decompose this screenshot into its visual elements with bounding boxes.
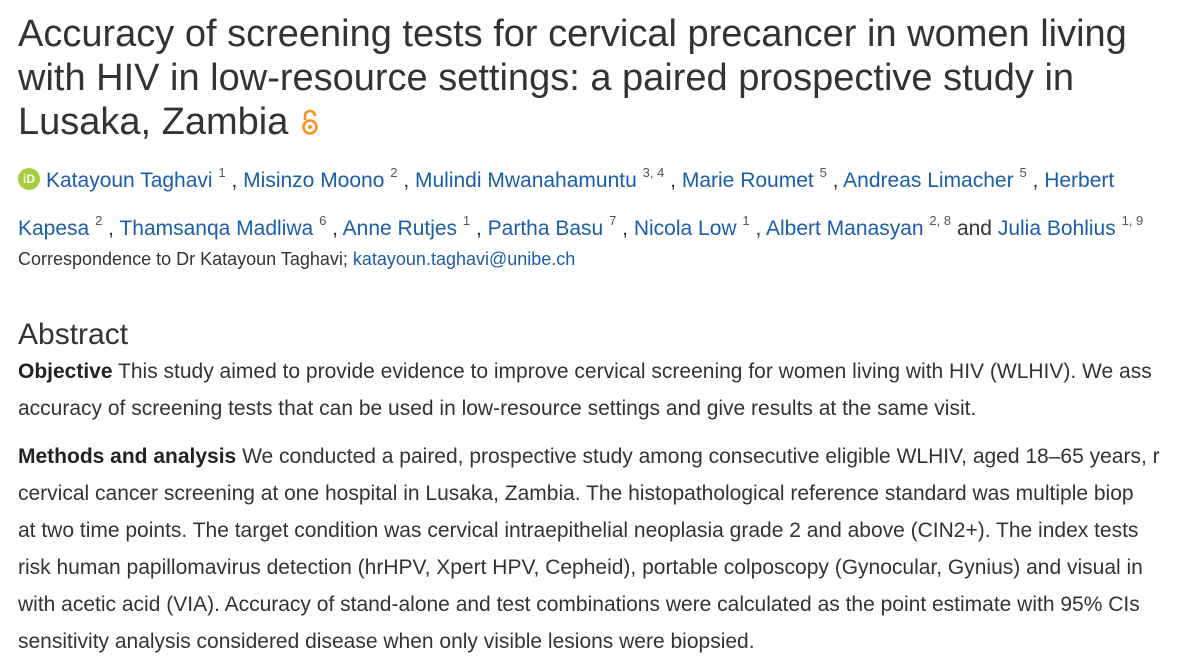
- author-link[interactable]: Marie Roumet: [681, 169, 814, 192]
- author-separator: ,: [1032, 169, 1045, 192]
- author-affiliation[interactable]: 3, 4: [642, 165, 665, 180]
- author-affiliation[interactable]: 2: [95, 213, 103, 228]
- author-link[interactable]: Anne Rutjes: [342, 217, 458, 240]
- author-separator: ,: [755, 217, 766, 240]
- author-separator: ,: [832, 169, 844, 192]
- author-affiliation[interactable]: 1: [218, 165, 226, 180]
- correspondence: Correspondence to Dr Katayoun Taghavi; k…: [18, 246, 1200, 272]
- article-title-text: Accuracy of screening tests for cervical…: [18, 13, 1127, 143]
- author-affiliation[interactable]: 1, 9: [1121, 213, 1144, 228]
- methods-line-6: sensitivity analysis considered disease …: [18, 630, 755, 653]
- author-link[interactable]: Thamsanqa Madliwa: [119, 217, 314, 240]
- author-link[interactable]: Mulindi Mwanahamuntu: [415, 169, 637, 192]
- author-separator: ,: [403, 169, 415, 192]
- author-link[interactable]: Herbert Kapesa: [18, 169, 1115, 240]
- methods-line-2: cervical cancer screening at one hospita…: [18, 482, 1134, 505]
- author-list: iD Katayoun Taghavi 1 , Misinzo Moono 2 ,…: [18, 154, 1193, 250]
- correspondence-prefix: Correspondence to Dr Katayoun Taghavi;: [18, 249, 348, 269]
- article-page: Accuracy of screening tests for cervical…: [18, 0, 1200, 660]
- author-separator: ,: [475, 217, 488, 240]
- author-affiliation[interactable]: 6: [319, 213, 327, 228]
- author-separator: ,: [332, 217, 343, 240]
- author-separator: ,: [622, 217, 634, 240]
- author-separator: ,: [231, 169, 244, 192]
- author-link[interactable]: Andreas Limacher: [843, 169, 1014, 192]
- author-link[interactable]: Albert Manasyan: [765, 217, 924, 240]
- author-separator: ,: [108, 217, 120, 240]
- author-affiliation[interactable]: 1: [462, 213, 471, 228]
- objective-line-1: Objective This study aimed to provide ev…: [18, 353, 1200, 390]
- author-link[interactable]: Partha Basu: [487, 217, 604, 240]
- author-link[interactable]: Julia Bohlius: [997, 217, 1116, 240]
- author-link[interactable]: Misinzo Moono: [243, 169, 385, 192]
- correspondence-email-link[interactable]: katayoun.taghavi@unibe.ch: [352, 249, 576, 269]
- author-affiliation[interactable]: 2: [390, 165, 398, 180]
- methods-text-1: We conducted a paired, prospective study…: [242, 445, 1160, 468]
- methods-label: Methods and analysis: [18, 445, 237, 468]
- article-title: Accuracy of screening tests for cervical…: [18, 0, 1168, 144]
- objective-section: Objective This study aimed to provide ev…: [18, 353, 1200, 427]
- objective-text-1: This study aimed to provide evidence to …: [118, 360, 1152, 383]
- methods-section: Methods and analysis We conducted a pair…: [18, 438, 1200, 660]
- author-affiliation[interactable]: 7: [609, 213, 617, 228]
- author-affiliation[interactable]: 5: [819, 165, 827, 180]
- objective-line-2: accuracy of screening tests that can be …: [18, 397, 977, 420]
- methods-line-1: Methods and analysis We conducted a pair…: [18, 438, 1200, 475]
- author-and: and: [956, 217, 998, 240]
- abstract-heading: Abstract: [18, 318, 129, 351]
- author-affiliation[interactable]: 1: [742, 213, 750, 228]
- open-access-icon[interactable]: [300, 102, 320, 146]
- author-affiliation[interactable]: 2, 8: [929, 213, 952, 228]
- methods-line-4: risk human papillomavirus detection (hrH…: [18, 556, 1143, 579]
- author-link[interactable]: Nicola Low: [633, 217, 737, 240]
- author-affiliation[interactable]: 5: [1019, 165, 1027, 180]
- author-separator: ,: [670, 169, 682, 192]
- methods-line-5: with acetic acid (VIA). Accuracy of stan…: [18, 593, 1140, 616]
- objective-label: Objective: [18, 360, 113, 383]
- author-link[interactable]: Katayoun Taghavi: [46, 169, 213, 192]
- methods-line-3: at two time points. The target condition…: [18, 519, 1139, 542]
- orcid-icon[interactable]: iD: [18, 168, 40, 191]
